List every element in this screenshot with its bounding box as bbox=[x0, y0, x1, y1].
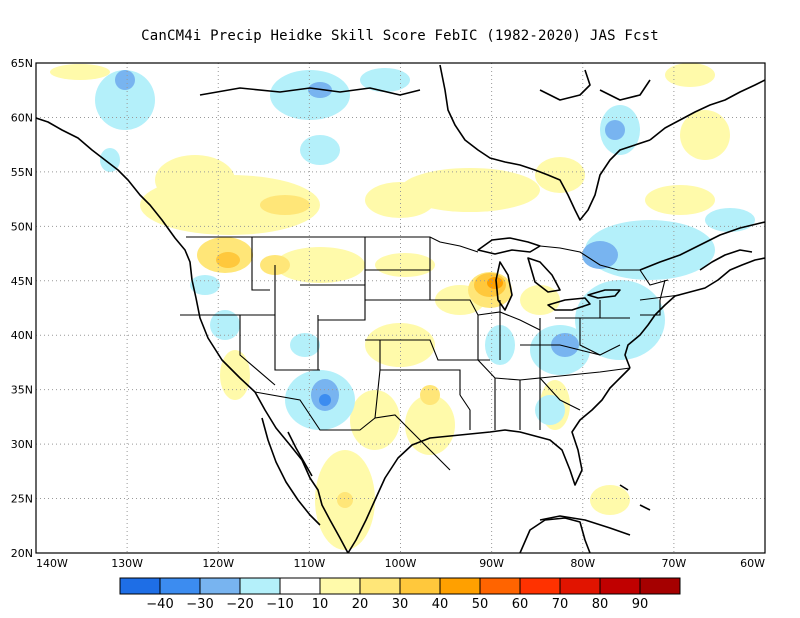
colorbar-swatch bbox=[599, 577, 641, 595]
lon-label: 60W bbox=[740, 557, 765, 570]
lon-label: 110W bbox=[293, 557, 325, 570]
colorbar-swatch bbox=[319, 577, 361, 595]
lat-label: 25N bbox=[11, 493, 33, 506]
lon-label: 70W bbox=[661, 557, 686, 570]
colorbar-swatch bbox=[359, 577, 401, 595]
colorbar-swatch bbox=[519, 577, 561, 595]
colorbar-swatch bbox=[119, 577, 161, 595]
lat-label: 65N bbox=[11, 57, 33, 70]
lat-label: 50N bbox=[11, 220, 33, 233]
colorbar-swatch bbox=[239, 577, 281, 595]
shading-neg10-neg20 bbox=[95, 68, 755, 430]
lat-label: 45N bbox=[11, 275, 33, 288]
lat-label: 30N bbox=[11, 438, 33, 451]
colorbar-label: 30 bbox=[392, 597, 409, 612]
colorbar-label: 10 bbox=[312, 597, 329, 612]
colorbar-label: 20 bbox=[352, 597, 369, 612]
lon-label: 100W bbox=[385, 557, 417, 570]
lon-label: 140W bbox=[36, 557, 68, 570]
colorbar-swatch bbox=[279, 577, 321, 595]
colorbar-swatch bbox=[559, 577, 601, 595]
colorbar-label: −40 bbox=[146, 597, 173, 612]
lat-label: 60N bbox=[11, 111, 33, 124]
colorbar-swatch bbox=[199, 577, 241, 595]
lat-label: 40N bbox=[11, 329, 33, 342]
coastline bbox=[36, 64, 765, 553]
colorbar-swatch bbox=[639, 577, 681, 595]
colorbar-label: 60 bbox=[512, 597, 529, 612]
lon-label: 90W bbox=[479, 557, 504, 570]
colorbar-label: −20 bbox=[226, 597, 253, 612]
colorbar-label: −30 bbox=[186, 597, 213, 612]
colorbar-label: 40 bbox=[432, 597, 449, 612]
lon-label: 80W bbox=[570, 557, 595, 570]
colorbar-swatch bbox=[479, 577, 521, 595]
skill-shading bbox=[50, 63, 755, 550]
colorbar-label: 90 bbox=[632, 597, 649, 612]
colorbar: −40 −30 −20 −10 10 20 30 40 50 60 70 80 90 bbox=[119, 577, 681, 612]
lat-label: 20N bbox=[11, 547, 33, 560]
colorbar-swatch bbox=[439, 577, 481, 595]
lat-label: 55N bbox=[11, 166, 33, 179]
map-title: CanCM4i Precip Heidke Skill Score FebIC … bbox=[141, 28, 659, 44]
borders bbox=[180, 236, 681, 471]
lon-label: 120W bbox=[202, 557, 234, 570]
latitude-labels: 65N 60N 55N 50N 45N 40N 35N 30N 25N 20N bbox=[11, 57, 33, 560]
colorbar-swatch bbox=[399, 577, 441, 595]
colorbar-label: −10 bbox=[266, 597, 293, 612]
colorbar-label: 80 bbox=[592, 597, 609, 612]
map-frame bbox=[35, 62, 766, 554]
colorbar-swatch bbox=[159, 577, 201, 595]
colorbar-label: 50 bbox=[472, 597, 489, 612]
shading-neg30-neg40 bbox=[319, 394, 331, 406]
lat-label: 35N bbox=[11, 384, 33, 397]
lon-label: 130W bbox=[111, 557, 143, 570]
shading-40-50 bbox=[487, 277, 503, 289]
colorbar-label: 70 bbox=[552, 597, 569, 612]
longitude-labels: 140W 130W 120W 110W 100W 90W 80W 70W 60W bbox=[36, 557, 765, 570]
